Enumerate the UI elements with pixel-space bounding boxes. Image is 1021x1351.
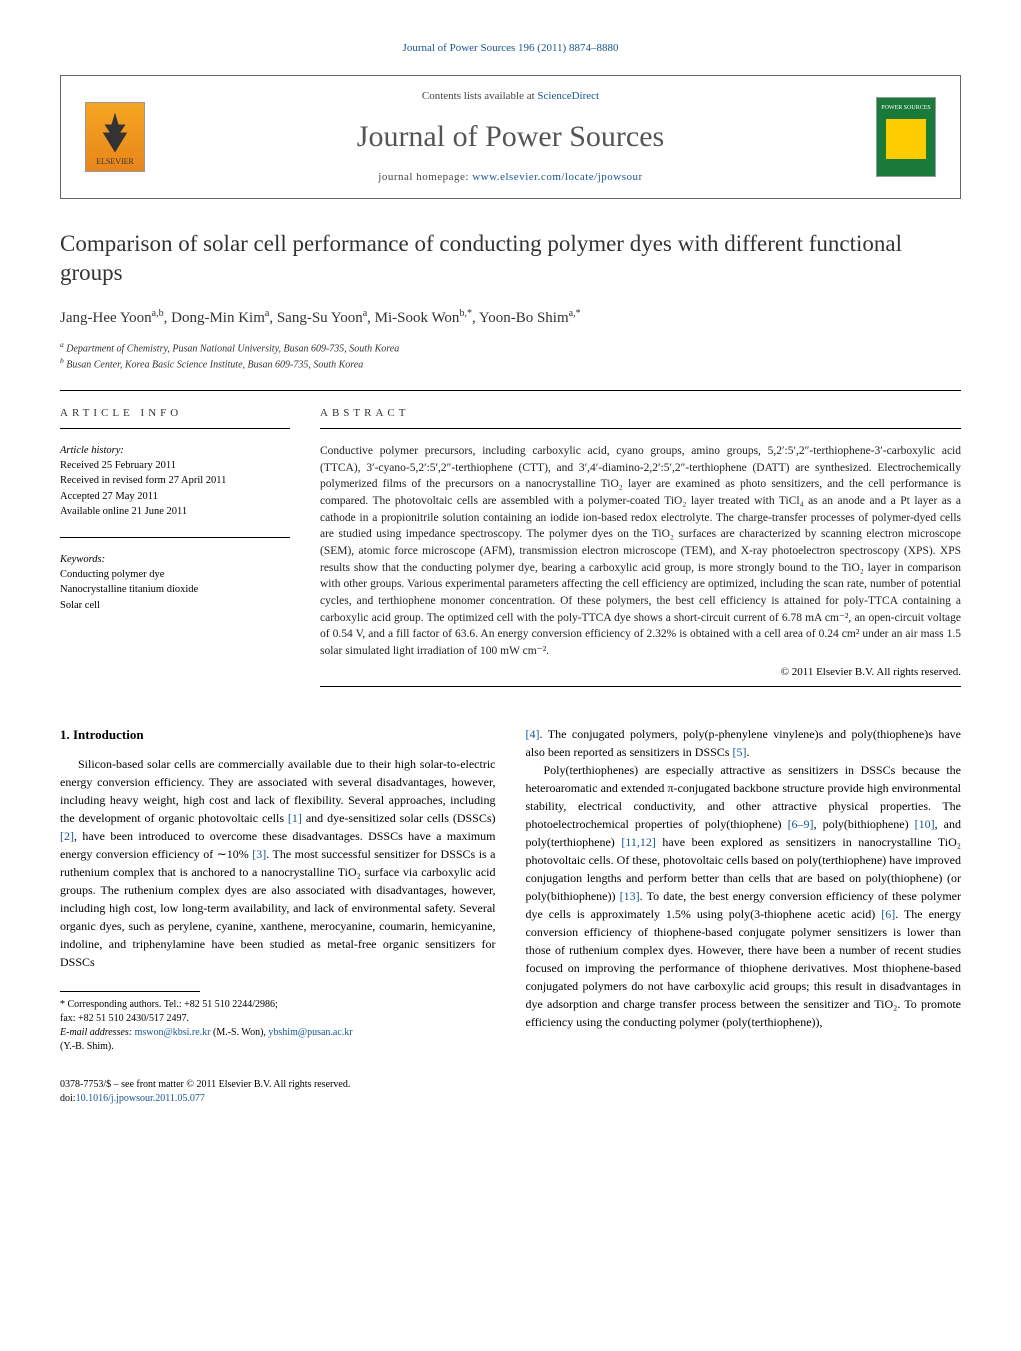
divider bbox=[320, 428, 961, 429]
article-title: Comparison of solar cell performance of … bbox=[60, 229, 961, 289]
divider bbox=[60, 537, 290, 538]
journal-homepage: journal homepage: www.elsevier.com/locat… bbox=[145, 169, 876, 186]
keywords-label: Keywords: bbox=[60, 552, 290, 567]
emails-line: E-mail addresses: mswon@kbsi.re.kr (M.-S… bbox=[60, 1026, 496, 1054]
abstract-text: Conductive polymer precursors, including… bbox=[320, 443, 961, 660]
article-info-column: ARTICLE INFO Article history: Received 2… bbox=[60, 405, 290, 701]
doi-line: doi:10.1016/j.jpowsour.2011.05.077 bbox=[60, 1092, 496, 1106]
divider bbox=[320, 686, 961, 687]
email-link-2[interactable]: ybshim@pusan.ac.kr bbox=[268, 1027, 352, 1038]
footnotes: * Corresponding authors. Tel.: +82 51 51… bbox=[60, 998, 496, 1054]
journal-banner: ELSEVIER Contents lists available at Sci… bbox=[60, 75, 961, 199]
journal-reference: Journal of Power Sources 196 (2011) 8874… bbox=[60, 40, 961, 57]
info-abstract-row: ARTICLE INFO Article history: Received 2… bbox=[60, 405, 961, 701]
abstract-heading: ABSTRACT bbox=[320, 405, 961, 422]
body-paragraph: [4]. The conjugated polymers, poly(p-phe… bbox=[526, 725, 962, 761]
fax-line: fax: +82 51 510 2430/517 2497. bbox=[60, 1012, 496, 1026]
homepage-url-link[interactable]: www.elsevier.com/locate/jpowsour bbox=[472, 171, 642, 183]
sciencedirect-link[interactable]: ScienceDirect bbox=[537, 90, 599, 102]
front-matter-line: 0378-7753/$ – see front matter © 2011 El… bbox=[60, 1078, 496, 1092]
elsevier-tree-icon bbox=[98, 113, 133, 153]
elsevier-label: ELSEVIER bbox=[96, 156, 134, 168]
emails-label: E-mail addresses: bbox=[60, 1027, 132, 1038]
author-list: Jang-Hee Yoona,b, Dong-Min Kima, Sang-Su… bbox=[60, 306, 961, 330]
body-columns: 1. Introduction Silicon-based solar cell… bbox=[60, 725, 961, 1106]
divider bbox=[60, 390, 961, 391]
homepage-prefix: journal homepage: bbox=[378, 171, 472, 183]
contents-line: Contents lists available at ScienceDirec… bbox=[145, 88, 876, 105]
journal-cover-thumbnail: POWER SOURCES bbox=[876, 97, 936, 177]
banner-center: Contents lists available at ScienceDirec… bbox=[145, 88, 876, 186]
footnote-separator bbox=[60, 991, 200, 992]
cover-label: POWER SOURCES bbox=[881, 104, 931, 113]
article-history: Article history: Received 25 February 20… bbox=[60, 443, 290, 519]
abstract-copyright: © 2011 Elsevier B.V. All rights reserved… bbox=[320, 664, 961, 681]
divider bbox=[60, 428, 290, 429]
history-label: Article history: bbox=[60, 445, 124, 456]
article-info-heading: ARTICLE INFO bbox=[60, 405, 290, 422]
email-name-1: (M.-S. Won), bbox=[213, 1027, 266, 1038]
body-column-right: [4]. The conjugated polymers, poly(p-phe… bbox=[526, 725, 962, 1106]
email-name-2: (Y.-B. Shim). bbox=[60, 1040, 496, 1054]
doi-label: doi: bbox=[60, 1093, 76, 1104]
keywords-lines: Conducting polymer dyeNanocrystalline ti… bbox=[60, 569, 198, 610]
doi-link[interactable]: 10.1016/j.jpowsour.2011.05.077 bbox=[76, 1093, 205, 1104]
section-heading: 1. Introduction bbox=[60, 725, 496, 745]
elsevier-logo: ELSEVIER bbox=[85, 102, 145, 172]
history-lines: Received 25 February 2011Received in rev… bbox=[60, 460, 226, 517]
body-paragraph: Silicon-based solar cells are commercial… bbox=[60, 755, 496, 971]
body-column-left: 1. Introduction Silicon-based solar cell… bbox=[60, 725, 496, 1106]
abstract-column: ABSTRACT Conductive polymer precursors, … bbox=[320, 405, 961, 701]
email-link-1[interactable]: mswon@kbsi.re.kr bbox=[135, 1027, 211, 1038]
bottom-meta: 0378-7753/$ – see front matter © 2011 El… bbox=[60, 1078, 496, 1106]
keywords-block: Keywords: Conducting polymer dyeNanocrys… bbox=[60, 552, 290, 613]
contents-prefix: Contents lists available at bbox=[422, 90, 537, 102]
affiliations: a Department of Chemistry, Pusan Nationa… bbox=[60, 340, 961, 373]
cover-art-icon bbox=[886, 119, 926, 159]
journal-title: Journal of Power Sources bbox=[145, 114, 876, 159]
body-paragraph: Poly(terthiophenes) are especially attra… bbox=[526, 761, 962, 1031]
corresponding-author-line: * Corresponding authors. Tel.: +82 51 51… bbox=[60, 998, 496, 1012]
